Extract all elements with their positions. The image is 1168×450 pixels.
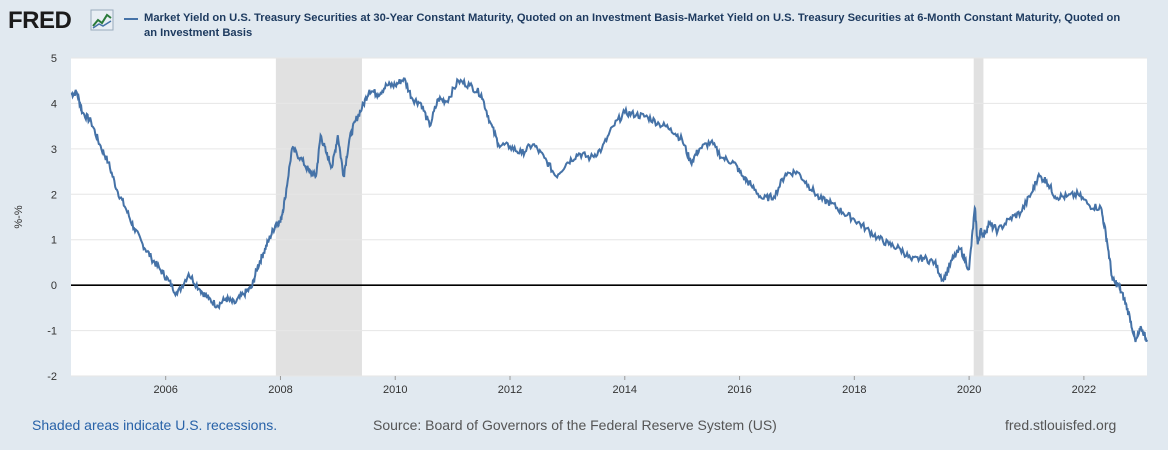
y-tick-label: 4 <box>51 98 57 110</box>
site-link[interactable]: fred.stlouisfed.org <box>1005 417 1117 433</box>
y-axis-ticks: -2 -1 0 1 2 3 4 5 <box>47 53 57 383</box>
x-tick-label: 2018 <box>842 384 866 396</box>
x-tick-label: 2012 <box>498 384 522 396</box>
chart-header: FRED Market Yield on U.S. Treasury Secur… <box>0 0 1168 52</box>
x-tick-label: 2014 <box>613 384 637 396</box>
x-tick-label: 2022 <box>1072 384 1096 396</box>
x-axis-ticks: 2006 2008 2010 2012 2014 2016 2018 2020 2022 <box>153 376 1096 396</box>
fred-logo[interactable]: FRED <box>8 7 72 34</box>
y-tick-label: 0 <box>51 280 57 292</box>
source-note: Source: Board of Governors of the Federa… <box>373 417 777 433</box>
x-tick-label: 2016 <box>727 384 751 396</box>
recessions-note-link[interactable]: Shaded areas indicate U.S. recessions. <box>32 417 278 433</box>
recession-shade <box>973 58 984 376</box>
y-tick-label: 2 <box>51 189 57 201</box>
y-axis-label: %-% <box>13 205 25 228</box>
trend-chart-icon <box>90 9 114 31</box>
series-line[interactable] <box>70 76 1148 343</box>
x-tick-label: 2008 <box>268 384 292 396</box>
x-tick-label: 2006 <box>153 384 177 396</box>
recession-shade <box>275 58 362 376</box>
legend-swatch <box>124 18 138 20</box>
recession-shades <box>275 58 984 376</box>
x-tick-label: 2010 <box>383 384 407 396</box>
y-tick-label: -1 <box>47 326 57 338</box>
plot-background <box>71 58 1147 376</box>
y-tick-label: 3 <box>51 144 57 156</box>
y-tick-label: -2 <box>47 371 57 383</box>
legend-series-label[interactable]: Market Yield on U.S. Treasury Securities… <box>144 12 1121 39</box>
y-tick-label: 1 <box>51 235 57 247</box>
y-tick-label: 5 <box>51 53 57 65</box>
x-tick-label: 2020 <box>957 384 981 396</box>
